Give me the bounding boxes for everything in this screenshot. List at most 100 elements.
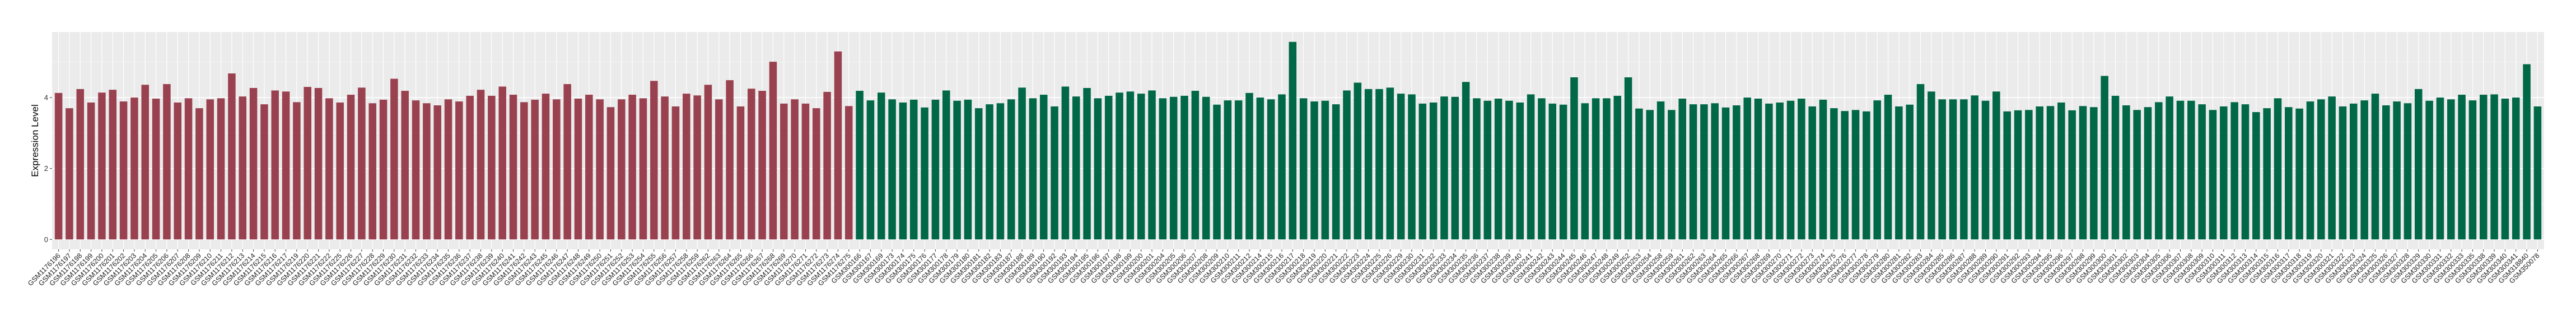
bar-GSM318840 — [2523, 64, 2531, 240]
bar-GSM1176254 — [639, 98, 647, 240]
bar-GSM300262 — [1689, 104, 1697, 240]
bar-GSM1176250 — [596, 99, 604, 240]
bar-GSM300312 — [2230, 102, 2238, 240]
bar-GSM300324 — [2360, 100, 2368, 240]
bar-GSM300335 — [2468, 100, 2477, 240]
bar-GSM300311 — [2220, 106, 2228, 240]
bar-GSM300224 — [1364, 89, 1373, 240]
bar-GSM300310 — [2209, 110, 2217, 240]
bar-GSM1176207 — [174, 102, 182, 240]
bar-GSM300307 — [2176, 100, 2185, 240]
bar-GSM1176243 — [531, 99, 539, 240]
bar-GSM300294 — [2036, 106, 2043, 240]
bar-GSM300277 — [1851, 110, 1860, 240]
bar-GSM300188 — [1018, 87, 1026, 240]
bar-GSM1176198 — [76, 89, 85, 240]
bar-GSM300339 — [2490, 94, 2498, 240]
bar-GSM300212 — [1245, 92, 1253, 240]
bar-GSM300211 — [1234, 100, 1243, 240]
bar-GSM300205 — [1169, 96, 1178, 240]
bar-GSM1176263 — [715, 99, 723, 240]
bar-GSM300214 — [1256, 97, 1264, 240]
bar-GSM1176248 — [574, 98, 582, 240]
bar-GSM300192 — [1051, 106, 1058, 240]
bar-GSM300319 — [2306, 101, 2314, 240]
bar-GSM1176240 — [498, 86, 506, 240]
bar-GSM300230 — [1408, 94, 1416, 240]
bar-GSM300285 — [1938, 99, 1946, 240]
bar-GSM300237 — [1483, 100, 1492, 240]
bar-GSM1176229 — [379, 99, 388, 240]
bar-GSM300242 — [1538, 98, 1546, 240]
bar-GSM300199 — [1126, 91, 1135, 240]
bar-GSM300331 — [2436, 97, 2444, 240]
bar-GSM300231 — [1418, 103, 1427, 240]
bar-GSM300178 — [942, 90, 950, 240]
bar-GSM1176252 — [618, 99, 626, 240]
bar-GSM1176236 — [455, 101, 463, 240]
bar-GSM300283 — [1916, 84, 1925, 240]
bar-GSM300249 — [1613, 95, 1622, 240]
bar-GSM300289 — [1981, 100, 1990, 240]
bar-GSM1176213 — [239, 96, 246, 240]
bar-GSM1176196 — [54, 92, 63, 240]
bar-GSM300293 — [2025, 110, 2033, 240]
bar-GSM300233 — [1440, 96, 1448, 240]
bar-GSM1176269 — [780, 103, 788, 240]
bar-GSM300297 — [2068, 110, 2076, 240]
bar-GSM300315 — [2263, 108, 2271, 240]
bar-GSM1176205 — [152, 98, 160, 240]
bar-GSM300252 — [1624, 77, 1632, 240]
bar-GSM300321 — [2328, 96, 2336, 240]
bar-GSM300173 — [888, 99, 896, 240]
bar-GSM300220 — [1321, 100, 1329, 240]
bar-GSM1176251 — [606, 107, 615, 240]
bar-GSM1176215 — [260, 104, 268, 240]
bar-GSM300253 — [1635, 108, 1643, 240]
bar-GSM1176242 — [520, 102, 528, 240]
bar-GSM300238 — [1494, 98, 1502, 240]
x-axis-ticks: GSM1176196GSM1176197GSM1176198GSM1176199… — [26, 249, 2541, 287]
bar-GSM300317 — [2285, 107, 2293, 240]
bar-GSM1176219 — [293, 102, 301, 240]
bar-GSM1176231 — [401, 91, 409, 240]
bar-GSM300278 — [1863, 111, 1870, 240]
bar-GSM1176257 — [671, 106, 680, 240]
bar-GSM350078 — [2533, 106, 2542, 240]
bar-GSM300215 — [1267, 99, 1275, 240]
bar-GSM1176237 — [466, 95, 474, 240]
bar-GSM300222 — [1343, 90, 1351, 240]
bar-GSM300219 — [1310, 101, 1318, 240]
bar-GSM1176202 — [119, 101, 128, 240]
bar-GSM300208 — [1202, 96, 1210, 240]
bar-GSM300298 — [2079, 106, 2087, 240]
bar-GSM1176270 — [791, 99, 799, 240]
bar-GSM1176249 — [585, 95, 593, 240]
bar-GSM300295 — [2046, 106, 2055, 240]
bar-GSM300240 — [1516, 102, 1524, 240]
bar-GSM300182 — [986, 104, 993, 240]
bar-GSM300223 — [1354, 82, 1362, 240]
bar-GSM300299 — [2090, 107, 2098, 240]
bar-GSM300281 — [1895, 106, 1903, 240]
y-axis-title: Expression Level — [30, 104, 40, 177]
bar-GSM300304 — [2144, 107, 2152, 240]
bar-GSM300166 — [856, 91, 864, 240]
bar-GSM1176265 — [736, 106, 745, 240]
bar-GSM300236 — [1473, 98, 1481, 240]
bar-GSM300286 — [1949, 99, 1957, 240]
bar-GSM300239 — [1505, 100, 1513, 240]
bar-GSM1176214 — [249, 88, 258, 240]
bar-GSM300258 — [1656, 101, 1665, 240]
bar-GSM300267 — [1743, 97, 1752, 240]
bar-GSM300174 — [899, 102, 907, 240]
bar-GSM1176228 — [368, 103, 376, 240]
bar-GSM1176208 — [184, 98, 193, 240]
bar-GSM1176262 — [704, 85, 712, 240]
bar-GSM300291 — [2003, 111, 2011, 240]
bar-GSM300232 — [1429, 102, 1438, 240]
bar-GSM300198 — [1116, 92, 1123, 240]
bar-GSM1176255 — [650, 81, 658, 240]
bar-GSM300300 — [2101, 76, 2108, 240]
bar-GSM300181 — [974, 108, 983, 240]
